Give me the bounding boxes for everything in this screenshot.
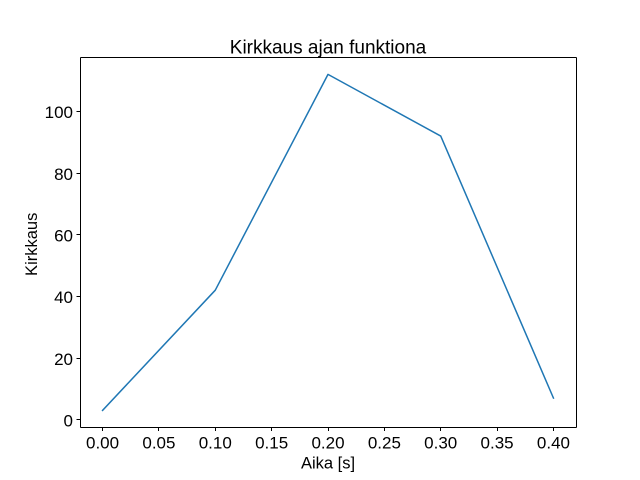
svg-text:0.35: 0.35 <box>481 434 514 453</box>
svg-text:40: 40 <box>54 288 73 307</box>
svg-text:0.25: 0.25 <box>368 434 401 453</box>
svg-text:0: 0 <box>64 411 73 430</box>
svg-text:0.05: 0.05 <box>142 434 175 453</box>
svg-text:0.40: 0.40 <box>537 434 570 453</box>
svg-text:0.20: 0.20 <box>311 434 344 453</box>
svg-text:Kirkkaus: Kirkkaus <box>23 213 41 276</box>
svg-text:Aika [s]: Aika [s] <box>301 455 355 473</box>
svg-text:100: 100 <box>45 103 73 122</box>
svg-text:0.15: 0.15 <box>255 434 288 453</box>
svg-text:0.00: 0.00 <box>86 434 119 453</box>
svg-text:80: 80 <box>54 165 73 184</box>
svg-text:Kirkkaus ajan funktiona: Kirkkaus ajan funktiona <box>230 38 427 59</box>
svg-text:20: 20 <box>54 350 73 369</box>
svg-text:0.10: 0.10 <box>199 434 232 453</box>
svg-text:60: 60 <box>54 226 73 245</box>
svg-text:0.30: 0.30 <box>424 434 457 453</box>
